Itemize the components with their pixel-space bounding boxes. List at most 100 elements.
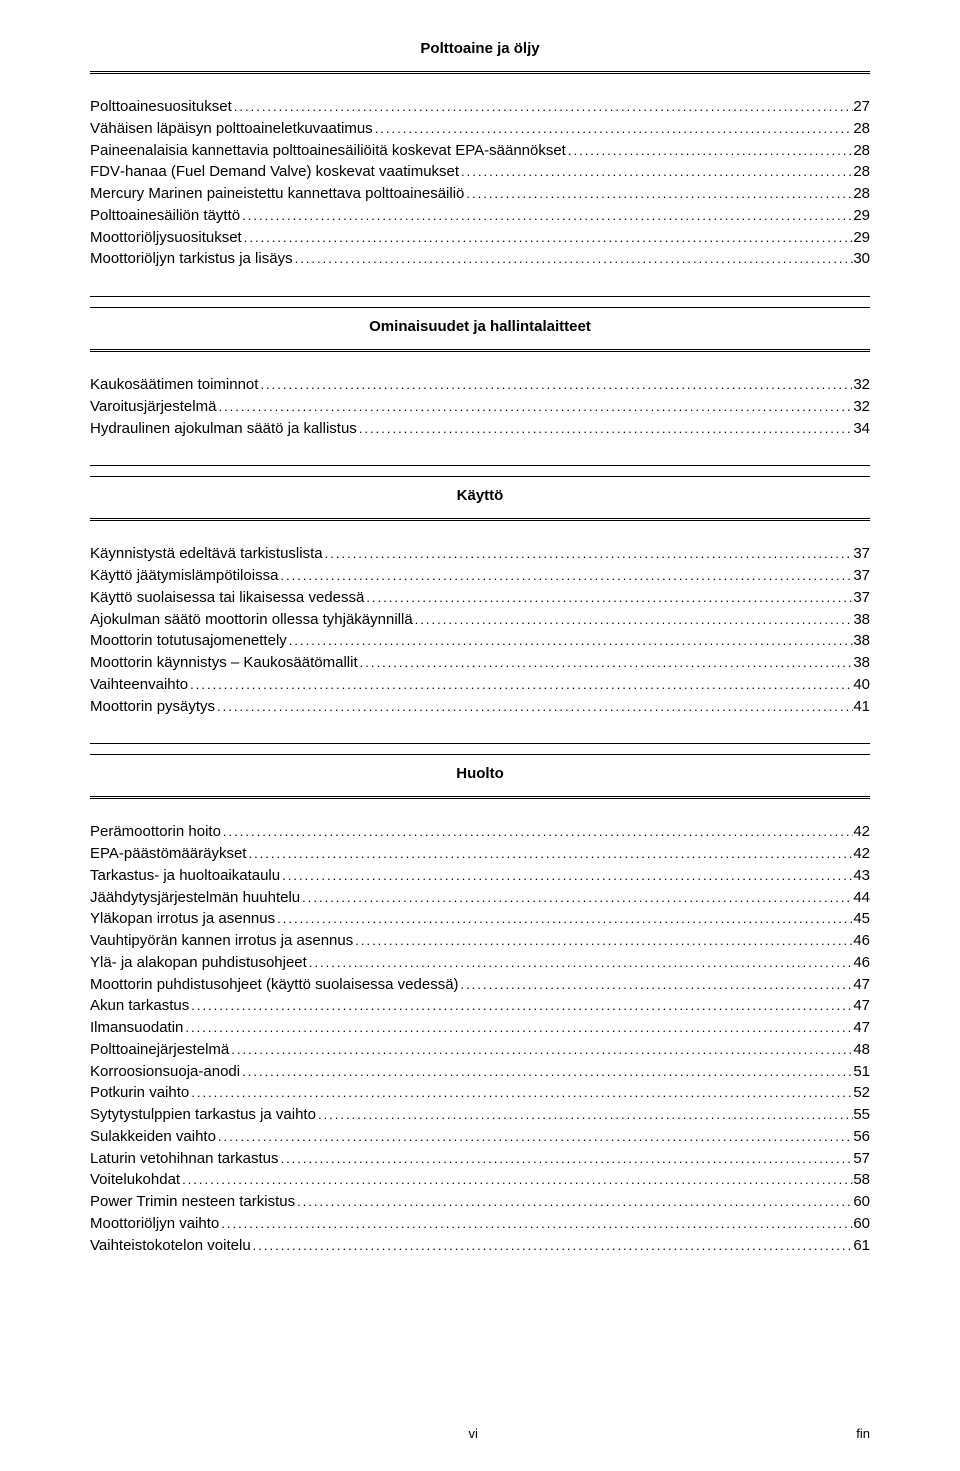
toc-entry: Potkurin vaihto52: [90, 1082, 870, 1104]
toc-page: 38: [853, 630, 870, 652]
toc-entry: Vauhtipyörän kannen irrotus ja asennus46: [90, 930, 870, 952]
toc-label: Mercury Marinen paineistettu kannettava …: [90, 183, 464, 205]
toc-leader: [293, 250, 854, 269]
toc-label: Moottoriöljyn vaihto: [90, 1213, 219, 1235]
toc-entry: Vaihteenvaihto40: [90, 674, 870, 696]
toc-entry: Moottorin puhdistusohjeet (käyttö suolai…: [90, 974, 870, 996]
toc-list: Polttoainesuositukset27Vähäisen läpäisyn…: [90, 96, 870, 270]
toc-label: Korroosionsuoja‑anodi: [90, 1061, 240, 1083]
toc-label: Moottorin puhdistusohjeet (käyttö suolai…: [90, 974, 459, 996]
toc-label: Voitelukohdat: [90, 1169, 180, 1191]
toc-leader: [216, 1128, 853, 1147]
toc-page: 30: [853, 248, 870, 270]
toc-entry: Kaukosäätimen toiminnot32: [90, 374, 870, 396]
toc-label: Akun tarkastus: [90, 995, 189, 1017]
toc-list: Perämoottorin hoito42EPA‑päästömääräykse…: [90, 821, 870, 1256]
toc-label: Käyttö jäätymislämpötiloissa: [90, 565, 278, 587]
toc-page: 47: [853, 974, 870, 996]
toc-entry: FDV‑hanaa (Fuel Demand Valve) koskevat v…: [90, 161, 870, 183]
toc-page: 28: [853, 140, 870, 162]
toc-leader: [240, 1063, 853, 1082]
toc-leader: [219, 1215, 853, 1234]
toc-page: 55: [853, 1104, 870, 1126]
toc-entry: Jäähdytysjärjestelmän huuhtelu 44: [90, 887, 870, 909]
toc-entry: Varoitusjärjestelmä32: [90, 396, 870, 418]
toc-page: 28: [853, 183, 870, 205]
toc-page: 61: [853, 1235, 870, 1257]
toc-label: Tarkastus‑ ja huoltoaikataulu: [90, 865, 280, 887]
toc-page: 32: [853, 396, 870, 418]
toc-leader: [373, 120, 854, 139]
divider: [90, 476, 870, 477]
toc-list: Kaukosäätimen toiminnot32Varoitusjärjest…: [90, 374, 870, 439]
toc-page: 42: [853, 843, 870, 865]
toc-leader: [459, 163, 853, 182]
toc-label: Jäähdytysjärjestelmän huuhtelu: [90, 887, 300, 909]
toc-entry: Power Trimin nesteen tarkistus60: [90, 1191, 870, 1213]
toc-leader: [300, 889, 853, 908]
toc-entry: Mercury Marinen paineistettu kannettava …: [90, 183, 870, 205]
toc-label: Vauhtipyörän kannen irrotus ja asennus: [90, 930, 353, 952]
toc-page: 56: [853, 1126, 870, 1148]
toc-leader: [180, 1171, 853, 1190]
divider: [90, 349, 870, 350]
toc-label: Moottorin pysäytys: [90, 696, 215, 718]
toc-page: 45: [853, 908, 870, 930]
toc-leader: [189, 997, 853, 1016]
toc-page: 58: [853, 1169, 870, 1191]
toc-entry: Sytytystulppien tarkastus ja vaihto 55: [90, 1104, 870, 1126]
toc-leader: [188, 676, 853, 695]
toc-page: 48: [853, 1039, 870, 1061]
toc-label: Hydraulinen ajokulman säätö ja kallistus: [90, 418, 357, 440]
toc-label: Polttoainesäiliön täyttö: [90, 205, 240, 227]
toc-entry: Moottoriöljysuositukset29: [90, 227, 870, 249]
toc-label: FDV‑hanaa (Fuel Demand Valve) koskevat v…: [90, 161, 459, 183]
toc-page: 38: [853, 652, 870, 674]
toc-leader: [229, 1041, 853, 1060]
divider: [90, 465, 870, 466]
toc-entry: Käyttö suolaisessa tai likaisessa vedess…: [90, 587, 870, 609]
toc-page: 29: [853, 205, 870, 227]
toc-entry: Polttoainejärjestelmä48: [90, 1039, 870, 1061]
divider: [90, 518, 870, 519]
toc-label: Ajokulman säätö moottorin ollessa tyhjäk…: [90, 609, 413, 631]
toc-leader: [251, 1237, 854, 1256]
toc-label: Paineenalaisia kannettavia polttoainesäi…: [90, 140, 566, 162]
toc-label: Ilmansuodatin: [90, 1017, 183, 1039]
toc-leader: [278, 1150, 853, 1169]
divider: [90, 351, 870, 352]
toc-entry: Polttoainesäiliön täyttö 29: [90, 205, 870, 227]
toc-leader: [278, 567, 853, 586]
toc-entry: Vähäisen läpäisyn polttoaineletkuvaatimu…: [90, 118, 870, 140]
toc-entry: Käynnistystä edeltävä tarkistuslista37: [90, 543, 870, 565]
toc-entry: Käyttö jäätymislämpötiloissa37: [90, 565, 870, 587]
toc-label: Yläkopan irrotus ja asennus: [90, 908, 275, 930]
toc-entry: Ylä‑ ja alakopan puhdistusohjeet46: [90, 952, 870, 974]
divider: [90, 743, 870, 744]
toc-page: 47: [853, 1017, 870, 1039]
toc-label: Sytytystulppien tarkastus ja vaihto: [90, 1104, 316, 1126]
toc-entry: Yläkopan irrotus ja asennus 45: [90, 908, 870, 930]
section-title: Käyttö: [90, 487, 870, 504]
toc-page: 44: [853, 887, 870, 909]
toc-entry: Hydraulinen ajokulman säätö ja kallistus…: [90, 418, 870, 440]
divider: [90, 73, 870, 74]
toc-leader: [215, 698, 853, 717]
toc-list: Käynnistystä edeltävä tarkistuslista37Kä…: [90, 543, 870, 717]
section-title: Ominaisuudet ja hallintalaitteet: [90, 318, 870, 335]
toc-leader: [358, 654, 854, 673]
toc-leader: [246, 845, 853, 864]
toc-label: Moottorin käynnistys – Kaukosäätömallit: [90, 652, 358, 674]
divider: [90, 796, 870, 797]
toc-page: 28: [853, 161, 870, 183]
toc-label: Polttoainesuositukset: [90, 96, 232, 118]
toc-leader: [258, 376, 853, 395]
toc-entry: Ajokulman säätö moottorin ollessa tyhjäk…: [90, 609, 870, 631]
toc-leader: [307, 954, 853, 973]
toc-page: 41: [853, 696, 870, 718]
toc-label: Power Trimin nesteen tarkistus: [90, 1191, 295, 1213]
divider: [90, 798, 870, 799]
toc-page: 37: [853, 587, 870, 609]
toc-label: Vaihteistokotelon voitelu: [90, 1235, 251, 1257]
toc-entry: Moottorin pysäytys 41: [90, 696, 870, 718]
